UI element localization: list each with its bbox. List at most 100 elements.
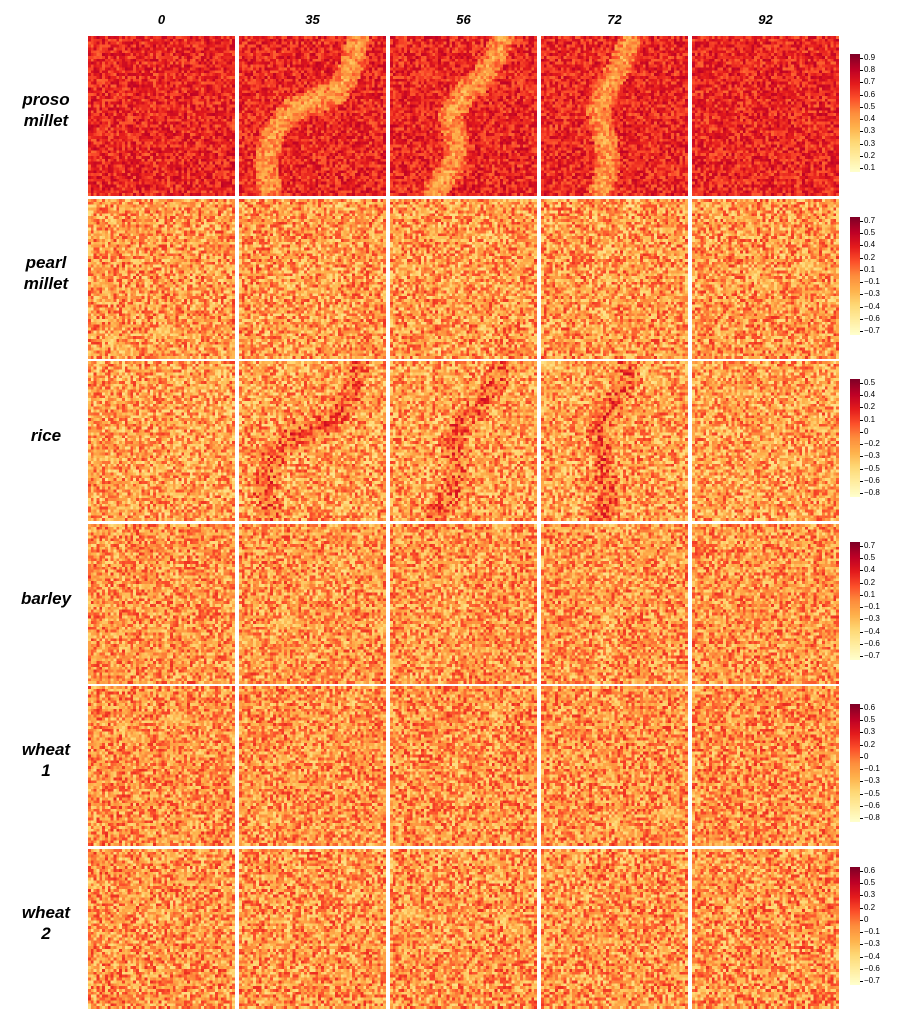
heatmap-panel-wheat-2-0 — [88, 849, 235, 1009]
heatmap-panel-barley-0 — [88, 524, 235, 684]
colorbar-tick-mark — [860, 245, 863, 247]
row-label-line: pearl — [25, 253, 67, 272]
heatmap-panel-rice-35 — [239, 361, 386, 521]
colorbar-tick-mark — [860, 919, 863, 921]
colorbar-tick-label: −0.5 — [864, 788, 880, 798]
colorbar-gradient — [850, 379, 860, 497]
row-label-line: rice — [30, 425, 62, 445]
row-label-line: 1 — [41, 761, 51, 780]
heatmap-panel-wheat-1-72 — [541, 686, 688, 846]
colorbar-tick-label: 0.6 — [864, 89, 876, 99]
heatmap-panel-rice-0 — [88, 361, 235, 521]
heatmap-panel-barley-56 — [390, 524, 537, 684]
colorbar-tick-label: −0.6 — [864, 638, 880, 648]
colorbar-tick-label: 0.2 — [864, 402, 876, 412]
heatmap-panel-wheat-1-0 — [88, 686, 235, 846]
colorbar-tick-label: −0.2 — [864, 439, 880, 449]
row-label-wheat-1: wheat 1 — [10, 739, 82, 781]
colorbar-tick-mark — [860, 871, 863, 872]
colorbar-tick-label: 0.1 — [864, 589, 876, 599]
colorbar-tick-label: 0.3 — [864, 126, 876, 136]
heatmap-panel-pearl-millet-0 — [88, 199, 235, 359]
heatmap-panel-pearl-millet-72 — [541, 199, 688, 359]
colorbar-tick-label: 0.5 — [864, 228, 876, 238]
colorbar-tick-mark — [860, 793, 863, 795]
colorbar-tick-label: 0.5 — [864, 378, 876, 387]
heatmap-panel-barley-72 — [541, 524, 688, 684]
colorbar-tick-mark — [860, 131, 863, 133]
heatmap-panel-proso-millet-92 — [692, 36, 839, 196]
colorbar-tick-label: 0.5 — [864, 715, 876, 725]
colorbar-tick-mark — [860, 383, 863, 384]
colorbar-tick-mark — [860, 656, 863, 657]
colorbar-tick-mark — [860, 720, 863, 722]
colorbar-tick-mark — [860, 708, 863, 709]
heatmap-panel-barley-92 — [692, 524, 839, 684]
colorbar-legend: 0.5 0.4 0.2 0.1 0 −0.2 −0.3 −0.5 −0.6 −0.8 — [850, 379, 895, 507]
colorbar-tick-label: 0.4 — [864, 565, 876, 575]
colorbar-tick-label: 0.7 — [864, 541, 876, 550]
heatmap-panel-proso-millet-0 — [88, 36, 235, 196]
colorbar-tick-mark — [860, 419, 863, 421]
heatmap-panel-wheat-1-35 — [239, 686, 386, 846]
colorbar-tick-mark — [860, 456, 863, 458]
heatmap-panel-pearl-millet-92 — [692, 199, 839, 359]
colorbar-tick-label: −0.1 — [864, 927, 880, 937]
colorbar-tick-label: 0.2 — [864, 577, 876, 587]
colorbar-tick-mark — [860, 94, 863, 96]
colorbar-tick-label: 0.2 — [864, 739, 876, 749]
heatmap-panel-rice-72 — [541, 361, 688, 521]
colorbar-tick-label: −0.3 — [864, 289, 880, 299]
colorbar-gradient — [850, 704, 860, 822]
colorbar-tick-mark — [860, 444, 863, 446]
colorbar-tick-label: 0.6 — [864, 703, 876, 712]
colorbar-tick-label: 0.2 — [864, 902, 876, 912]
heatmap-panel-pearl-millet-35 — [239, 199, 386, 359]
colorbar-tick-label: 0.3 — [864, 727, 876, 737]
colorbar-tick-label: 0.3 — [864, 138, 876, 148]
colorbar-tick-mark — [860, 781, 863, 783]
colorbar-tick-mark — [860, 907, 863, 909]
heatmap-panel-wheat-2-56 — [390, 849, 537, 1009]
colorbar-tick-mark — [860, 233, 863, 235]
colorbar-tick-label: 0.7 — [864, 216, 876, 225]
colorbar-tick-label: 0 — [864, 914, 869, 924]
colorbar-tick-label: 0.6 — [864, 866, 876, 875]
colorbar-tick-mark — [860, 106, 863, 108]
colorbar-tick-label: −0.3 — [864, 451, 880, 461]
row-label-line: wheat — [21, 740, 71, 759]
row-label-line: 2 — [41, 924, 51, 943]
colorbar-tick-label: 0 — [864, 426, 869, 436]
colorbar-tick-label: −0.1 — [864, 602, 880, 612]
column-label-0: 0 — [157, 12, 166, 27]
colorbar-tick-mark — [860, 744, 863, 746]
colorbar-tick-mark — [860, 119, 863, 121]
colorbar-tick-label: −0.5 — [864, 463, 880, 473]
colorbar-tick-label: −0.3 — [864, 939, 880, 949]
colorbar-gradient — [850, 54, 860, 172]
colorbar-tick-label: −0.7 — [864, 326, 880, 335]
colorbar-gradient — [850, 542, 860, 660]
colorbar-tick-label: 0.4 — [864, 240, 876, 250]
colorbar-tick-mark — [860, 756, 863, 758]
colorbar-tick-mark — [860, 395, 863, 397]
colorbar-tick-mark — [860, 619, 863, 621]
colorbar-tick-label: 0.7 — [864, 77, 876, 87]
colorbar-tick-mark — [860, 631, 863, 633]
colorbar-tick-label: −0.3 — [864, 614, 880, 624]
colorbar-tick-label: 0.2 — [864, 150, 876, 160]
colorbar-tick-mark — [860, 582, 863, 584]
heatmap-panel-wheat-2-72 — [541, 849, 688, 1009]
heatmap-panel-rice-56 — [390, 361, 537, 521]
colorbar-tick-mark — [860, 607, 863, 609]
colorbar-tick-mark — [860, 570, 863, 572]
heatmap-panel-proso-millet-35 — [239, 36, 386, 196]
colorbar-tick-mark — [860, 981, 863, 982]
colorbar-tick-label: −0.7 — [864, 976, 880, 985]
colorbar-tick-mark — [860, 407, 863, 409]
colorbar-tick-mark — [860, 70, 863, 72]
column-label-72: 72 — [607, 12, 622, 27]
colorbar-gradient — [850, 867, 860, 985]
colorbar-tick-mark — [860, 968, 863, 970]
